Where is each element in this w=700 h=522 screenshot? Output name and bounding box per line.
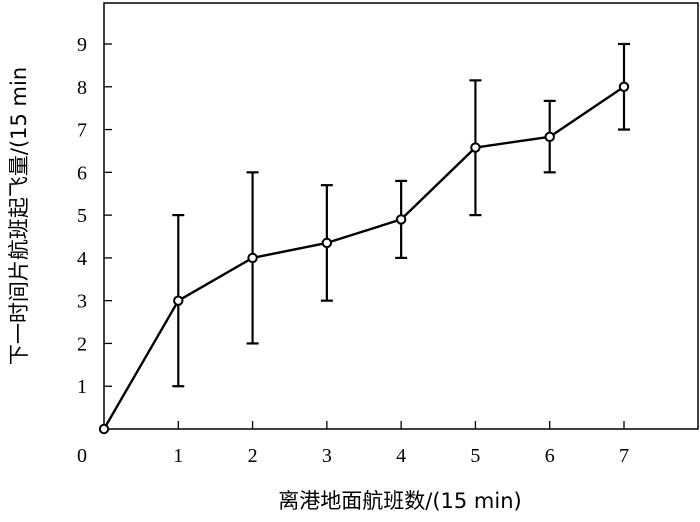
x-axis-title: 离港地面航班数/(15 min) bbox=[278, 489, 521, 513]
data-point-0 bbox=[98, 423, 110, 435]
data-point-2 bbox=[247, 252, 258, 264]
x-tick-label-6: 6 bbox=[545, 445, 555, 467]
series-line bbox=[102, 85, 625, 430]
x-tick-label-2: 2 bbox=[248, 445, 258, 467]
y-tick-label-5: 5 bbox=[77, 205, 87, 227]
errorbars-layer bbox=[172, 42, 630, 388]
data-point-6 bbox=[544, 131, 555, 143]
data-point-5 bbox=[470, 142, 481, 153]
data-point-3 bbox=[321, 237, 333, 249]
y-tick-label-1: 1 bbox=[77, 376, 87, 398]
x-tick-label-0: 0 bbox=[77, 445, 87, 467]
data-point-7 bbox=[618, 81, 630, 92]
data-point-4 bbox=[395, 214, 407, 225]
y-tick-label-4: 4 bbox=[77, 248, 87, 270]
labels-layer: 0 1 2 3 4 5 6 7 1 2 3 4 5 6 7 8 9 bbox=[77, 34, 629, 467]
x-tick-label-5: 5 bbox=[470, 445, 480, 467]
y-tick-label-2: 2 bbox=[77, 333, 87, 355]
line-layer bbox=[102, 85, 625, 430]
y-tick-label-6: 6 bbox=[77, 162, 87, 184]
x-tick-label-4: 4 bbox=[396, 445, 406, 467]
y-tick-label-9: 9 bbox=[77, 34, 87, 56]
ticks-layer bbox=[104, 43, 625, 429]
y-tick-label-3: 3 bbox=[77, 291, 87, 313]
x-tick-label-7: 7 bbox=[619, 445, 629, 467]
y-axis-title: 下一时间片航班起飞量/(15 min bbox=[7, 67, 31, 365]
y-tick-label-8: 8 bbox=[77, 77, 87, 99]
y-tick-label-7: 7 bbox=[77, 120, 87, 142]
x-tick-label-3: 3 bbox=[322, 445, 332, 467]
data-point-1 bbox=[173, 295, 184, 306]
x-tick-label-1: 1 bbox=[173, 445, 183, 467]
points-layer bbox=[98, 81, 630, 435]
